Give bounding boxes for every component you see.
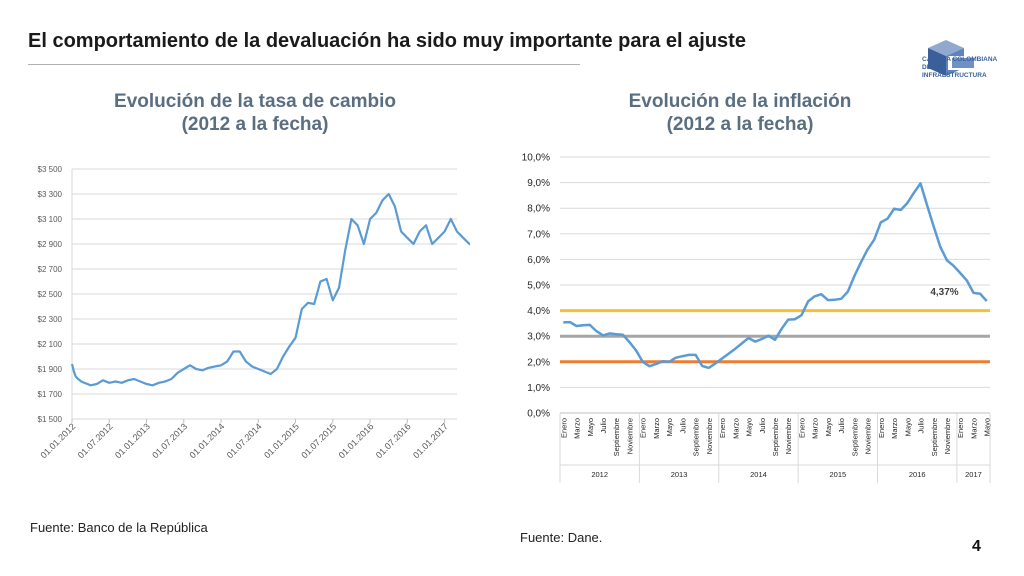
inf-month-label: Noviembre [864,418,873,454]
exchange-rate-title-line-1: Evolución de la tasa de cambio [114,91,396,112]
fx-x-tick-label: 01.07.2016 [374,421,413,460]
fx-y-tick-label: $1 700 [38,390,63,399]
inf-month-label: Marzo [652,418,661,439]
source-dane: Fuente: Dane. [520,530,603,545]
fx-x-tick-label: 01.07.2014 [225,421,264,460]
exchange-rate-chart-title: Evolución de la tasa de cambio (2012 a l… [60,90,450,136]
inf-month-label: Noviembre [943,418,952,454]
inf-last-value-label: 4,37% [930,287,958,298]
inf-month-label: Marzo [890,418,899,439]
inf-y-tick-label: 5,0% [527,281,550,292]
fx-y-tick-label: $2 700 [38,265,63,274]
inf-month-label: Enero [639,418,648,438]
inf-month-label: Mayo [665,418,674,436]
fx-y-tick-label: $1 900 [38,365,63,374]
fx-x-tick-label: 01.01.2015 [262,421,301,460]
inf-y-tick-label: 2,0% [527,357,550,368]
inf-month-label: Mayo [745,418,754,436]
inflation-title-line-1: Evolución de la inflación [628,91,852,112]
inflation-chart: 0,0% 1,0% 2,0% 3,0% 4,0% 5,0% 6,0% 7,0% 8,0% 9,0%… [522,153,992,483]
fx-y-tick-label: $1 500 [38,415,63,424]
exchange-rate-chart: $1 500 $1 700 $1 900 $2 100 $2 300 $2 500 $2 7… [38,165,470,460]
inf-year-label: 2014 [750,470,767,479]
fx-y-tick-label: $3 300 [38,190,63,199]
exchange-rate-title-line-2: (2012 a la fecha) [181,114,329,135]
inf-month-label: Enero [956,418,965,438]
fx-x-tick-label: 01.07.2012 [76,421,115,460]
inf-month-label: Mayo [983,418,992,436]
inf-y-tick-label: 0,0% [527,409,550,420]
inf-series-line [563,182,988,370]
inf-month-label: Enero [559,418,568,438]
logo-line-1: CÁMARA COLOMBIANA [922,56,998,63]
inf-month-label: Enero [797,418,806,438]
logo-caption: CÁMARA COLOMBIANA DE LA INFRAESTRUCTURA [922,56,1002,80]
inf-year-label: 2017 [965,470,982,479]
fx-y-tick-label: $3 500 [38,165,63,174]
fx-x-tick-label: 01.01.2014 [188,421,227,460]
fx-y-tick-label: $2 500 [38,290,63,299]
camara-logo-icon [928,40,978,76]
fx-y-tick-label: $2 100 [38,340,63,349]
slide-title: El comportamiento de la devaluación ha s… [28,30,746,52]
fx-x-tick-label: 01.01.2013 [113,421,152,460]
inf-year-label: 2012 [591,470,608,479]
inflation-title-line-2: (2012 a la fecha) [666,114,814,135]
fx-y-tick-label: $2 300 [38,315,63,324]
inf-month-label: Noviembre [705,418,714,454]
inf-month-label: Enero [877,418,886,438]
inf-month-label: Julio [837,418,846,433]
inf-month-label: Julio [758,418,767,433]
inf-y-tick-label: 7,0% [527,229,550,240]
inflation-chart-title: Evolución de la inflación (2012 a la fec… [545,90,935,136]
inf-month-label: Septiembre [930,418,939,456]
inf-y-tick-label: 1,0% [527,383,550,394]
inf-month-label: Julio [917,418,926,433]
inf-month-label: Noviembre [784,418,793,454]
inf-month-label: Noviembre [625,418,634,454]
inf-year-label: 2015 [830,470,847,479]
fx-x-tick-label: 01.07.2015 [299,421,338,460]
inf-month-label: Enero [718,418,727,438]
inf-month-label: Marzo [731,418,740,439]
inf-y-tick-label: 8,0% [527,204,550,215]
inf-month-label: Julio [678,418,687,433]
fx-x-tick-label: 01.01.2016 [337,421,376,460]
inf-y-tick-label: 9,0% [527,178,550,189]
source-banco-republica: Fuente: Banco de la República [30,520,208,535]
inf-y-tick-label: 10,0% [522,153,550,164]
inf-month-label: Mayo [824,418,833,436]
inf-month-label: Septiembre [850,418,859,456]
inf-month-label: Septiembre [771,418,780,456]
page-number: 4 [972,538,981,555]
inf-month-label: Mayo [903,418,912,436]
fx-y-tick-label: $2 900 [38,240,63,249]
inf-year-label: 2013 [671,470,688,479]
title-divider [28,64,580,65]
inf-month-label: Marzo [811,418,820,439]
fx-x-tick-label: 01.07.2013 [150,421,189,460]
inf-month-label: Marzo [573,418,582,439]
inf-month-label: Julio [599,418,608,433]
inf-month-label: Marzo [969,418,978,439]
inf-month-label: Mayo [586,418,595,436]
fx-x-tick-label: 01.01.2012 [38,421,77,460]
fx-series-line [70,192,470,387]
fx-y-tick-label: $3 100 [38,215,63,224]
inf-y-tick-label: 6,0% [527,255,550,266]
inf-month-label: Septiembre [612,418,621,456]
inf-y-tick-label: 4,0% [527,306,550,317]
fx-x-tick-label: 01.01.2017 [411,421,450,460]
logo-line-2: DE LA INFRAESTRUCTURA [922,64,987,79]
inf-y-tick-label: 3,0% [527,332,550,343]
inf-month-label: Septiembre [692,418,701,456]
inf-year-label: 2016 [909,470,926,479]
